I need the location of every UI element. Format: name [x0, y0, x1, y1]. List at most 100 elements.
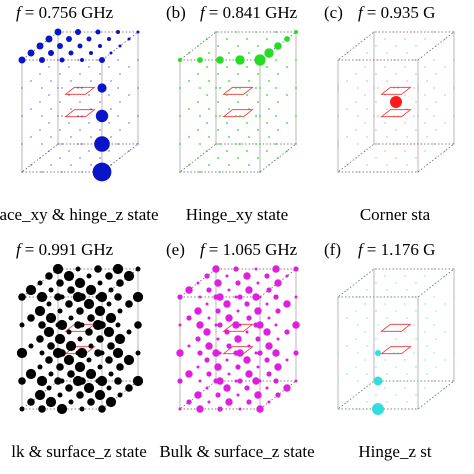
site [77, 43, 83, 49]
site [375, 101, 377, 103]
site [196, 321, 204, 329]
site [215, 31, 217, 33]
site [196, 405, 204, 413]
site [235, 31, 237, 33]
site [237, 129, 239, 131]
site [105, 356, 113, 364]
site [238, 407, 242, 411]
site [375, 73, 377, 75]
site [257, 73, 259, 75]
frequency: f = 1.176 G [358, 240, 435, 259]
site [206, 287, 212, 293]
plane [20, 380, 140, 410]
site [373, 87, 375, 89]
site [186, 315, 192, 321]
site [77, 59, 79, 61]
site [252, 377, 260, 385]
site [63, 270, 75, 282]
site [364, 122, 366, 124]
site [266, 122, 268, 124]
site [68, 122, 70, 124]
site [215, 308, 221, 314]
site [444, 275, 446, 277]
site [41, 171, 43, 173]
panel: (c) f = 0.935 G Corner sta [324, 3, 456, 224]
site [110, 80, 112, 82]
site [404, 66, 406, 68]
site [34, 305, 46, 317]
site [99, 57, 105, 63]
site [277, 157, 279, 159]
site [48, 122, 50, 124]
site [197, 350, 203, 356]
site [117, 59, 119, 61]
site [366, 52, 368, 54]
frequency: f = 0.991 GHz [16, 240, 114, 259]
site [395, 45, 397, 47]
site [41, 143, 43, 145]
site [292, 321, 300, 329]
site [212, 265, 220, 273]
site [404, 303, 406, 305]
panel: f = 0.756 GHz ace_xy & hinge_z state [0, 3, 159, 224]
site [415, 394, 417, 396]
site [115, 322, 121, 328]
site [226, 150, 228, 152]
plane [178, 268, 298, 298]
site [37, 364, 43, 370]
site [188, 164, 190, 166]
site [337, 87, 339, 89]
site [257, 101, 259, 103]
site [30, 108, 32, 110]
site [393, 59, 395, 61]
site [415, 101, 417, 103]
site [237, 45, 239, 47]
site [433, 324, 435, 326]
site [59, 129, 61, 131]
site [38, 321, 46, 329]
site [395, 129, 397, 131]
site [275, 59, 277, 61]
site [444, 359, 446, 361]
site [404, 122, 406, 124]
site [112, 347, 124, 359]
site [219, 171, 221, 173]
site [384, 331, 386, 333]
site [105, 272, 113, 280]
site [112, 263, 124, 275]
site [90, 136, 92, 138]
site [224, 329, 230, 335]
site [114, 377, 122, 385]
site [293, 350, 299, 356]
unit-cell [222, 109, 254, 118]
site [417, 324, 419, 326]
site [268, 136, 270, 138]
site [137, 115, 139, 117]
site [197, 73, 199, 75]
site [377, 143, 379, 145]
site [364, 331, 366, 333]
site [453, 268, 455, 270]
site [41, 115, 43, 117]
site [397, 143, 399, 145]
unit-cell [380, 323, 412, 332]
site [259, 87, 261, 89]
site [68, 399, 74, 405]
site [255, 87, 257, 89]
site [364, 359, 366, 361]
site [98, 321, 106, 329]
site [206, 38, 208, 40]
site [218, 351, 222, 355]
site [39, 101, 41, 103]
site [117, 143, 119, 145]
site [75, 29, 81, 35]
site [268, 108, 270, 110]
site [206, 122, 208, 124]
site [45, 312, 57, 324]
site [424, 66, 426, 68]
site [239, 171, 241, 173]
site [293, 266, 299, 272]
site [366, 401, 368, 403]
site [217, 73, 219, 75]
site [90, 164, 92, 166]
